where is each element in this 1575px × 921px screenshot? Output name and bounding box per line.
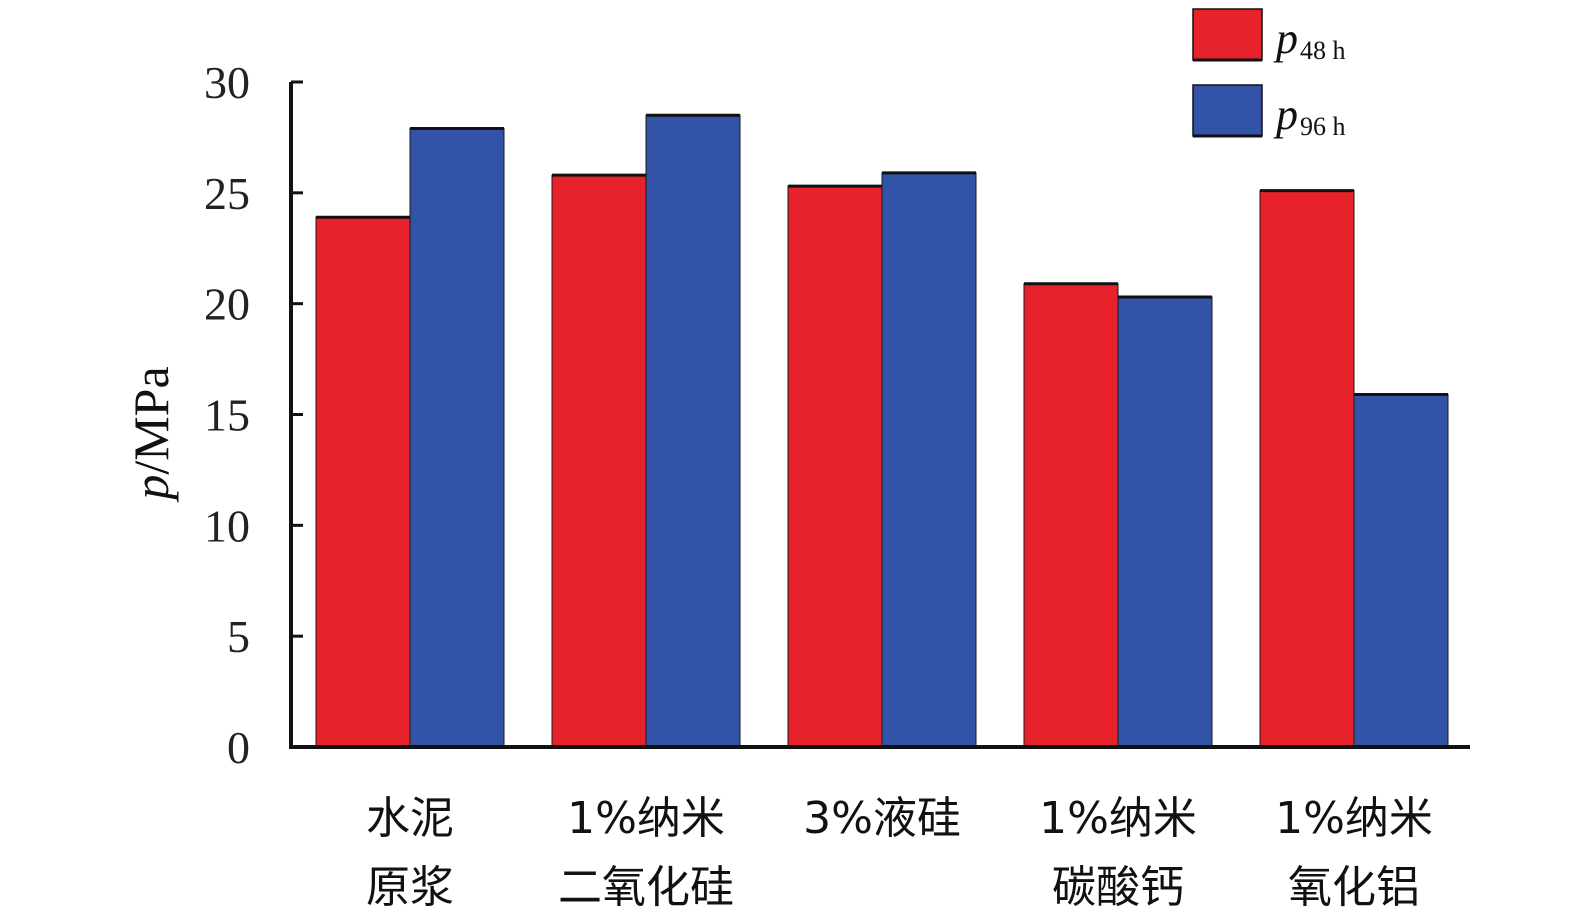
- bar-series2-cat5: [1353, 394, 1449, 748]
- y-tick-label: 15: [204, 390, 250, 441]
- y-tick-label: 25: [204, 168, 250, 219]
- bar-series1-cat2: [551, 174, 647, 748]
- y-tick-label: 30: [204, 57, 250, 108]
- legend-label: p96 h: [1273, 90, 1346, 141]
- legend-swatch: [1192, 8, 1263, 61]
- y-tick-label: 0: [227, 722, 250, 773]
- y-tick-label: 20: [204, 279, 250, 330]
- bar-series1-cat1: [315, 216, 411, 748]
- bar-series2-cat1: [409, 128, 505, 748]
- y-axis-title-unit: /MPa: [123, 366, 179, 474]
- x-category-label: 碳酸钙: [1052, 862, 1184, 913]
- x-category-label: 氧化铝: [1288, 862, 1420, 913]
- legend: p48 h p96 h: [1192, 8, 1346, 141]
- x-category-label: 水泥: [366, 793, 454, 844]
- x-category-label: 1%纳米: [1039, 793, 1197, 844]
- y-axis-title-symbol: p: [123, 475, 179, 503]
- x-category-label: 1%纳米: [1275, 793, 1433, 844]
- x-category-label: 1%纳米: [567, 793, 725, 844]
- x-category-label: 原浆: [366, 862, 454, 913]
- x-category-label: 3%液硅: [803, 793, 961, 844]
- legend-swatch: [1192, 84, 1263, 137]
- legend-label: p48 h: [1273, 14, 1346, 65]
- bar-series2-cat3: [881, 172, 977, 748]
- bar-series2-cat2: [645, 114, 741, 748]
- y-axis-title: p/MPa: [123, 366, 179, 502]
- bar-series1-cat3: [787, 185, 883, 748]
- bars-group: [315, 113, 1449, 748]
- bar-series2-cat4: [1117, 296, 1213, 748]
- bar-series1-cat4: [1023, 283, 1119, 748]
- y-ticks-group: 0 5 10 15 20 25 30: [204, 57, 303, 773]
- y-tick-label: 5: [227, 611, 250, 662]
- y-tick-label: 10: [204, 500, 250, 551]
- x-category-label: 二氧化硅: [558, 862, 734, 913]
- bar-series1-cat5: [1259, 190, 1355, 748]
